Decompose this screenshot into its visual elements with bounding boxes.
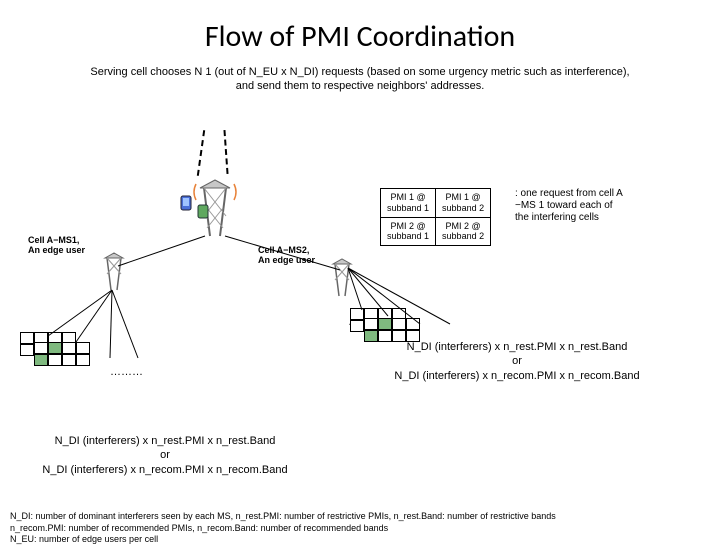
pmi-table: PMI 1 @ subband 1 PMI 1 @ subband 2 PMI … [380, 188, 491, 246]
subtitle-line-1: Serving cell chooses N 1 (out of N_EU x … [0, 65, 720, 79]
formula-left: N_DI (interferers) x n_rest.PMI x n_rest… [10, 434, 320, 477]
footnote: N_DI: number of dominant interferers see… [10, 511, 710, 546]
formula-line: N_DI (interferers) x n_recom.PMI x n_rec… [10, 463, 320, 477]
pmi-note: : one request from cell A −MS 1 toward e… [515, 188, 623, 224]
subtitle-line-2: and send them to respective neighbors' a… [0, 79, 720, 93]
footnote-line: N_DI: number of dominant interferers see… [10, 511, 710, 523]
note-line: : one request from cell A [515, 188, 623, 200]
dots-left: ……… [110, 366, 143, 378]
pmi-cell: PMI 2 @ subband 1 [381, 217, 436, 246]
fan-lines [0, 148, 200, 378]
formula-line: or [10, 448, 320, 462]
footnote-line: N_EU: number of edge users per cell [10, 534, 710, 546]
subtitle: Serving cell chooses N 1 (out of N_EU x … [0, 65, 720, 94]
pmi-cell: PMI 1 @ subband 1 [381, 189, 436, 218]
note-line: the interfering cells [515, 212, 623, 224]
pmi-cell: PMI 2 @ subband 2 [436, 217, 491, 246]
footnote-line: n_recom.PMI: number of recommended PMIs,… [10, 523, 710, 535]
page-title: Flow of PMI Coordination [0, 18, 720, 55]
formula-line: N_DI (interferers) x n_rest.PMI x n_rest… [10, 434, 320, 448]
fan-lines-right [320, 258, 520, 378]
pmi-cell: PMI 1 @ subband 2 [436, 189, 491, 218]
note-line: −MS 1 toward each of [515, 200, 623, 212]
